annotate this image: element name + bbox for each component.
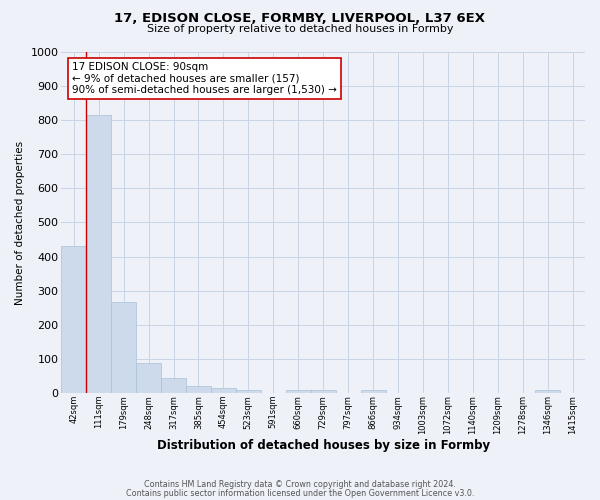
Bar bbox=[311, 390, 335, 394]
Bar bbox=[236, 390, 261, 394]
Bar bbox=[361, 390, 386, 394]
Bar bbox=[136, 362, 161, 394]
Text: Contains HM Land Registry data © Crown copyright and database right 2024.: Contains HM Land Registry data © Crown c… bbox=[144, 480, 456, 489]
Text: Size of property relative to detached houses in Formby: Size of property relative to detached ho… bbox=[147, 24, 453, 34]
Bar bbox=[186, 386, 211, 394]
Bar bbox=[286, 390, 311, 394]
Bar bbox=[61, 246, 86, 394]
X-axis label: Distribution of detached houses by size in Formby: Distribution of detached houses by size … bbox=[157, 440, 490, 452]
Bar bbox=[211, 388, 236, 394]
Bar bbox=[111, 302, 136, 394]
Y-axis label: Number of detached properties: Number of detached properties bbox=[15, 140, 25, 304]
Bar bbox=[535, 390, 560, 394]
Text: Contains public sector information licensed under the Open Government Licence v3: Contains public sector information licen… bbox=[126, 488, 474, 498]
Bar bbox=[161, 378, 186, 394]
Bar bbox=[86, 115, 111, 394]
Text: 17, EDISON CLOSE, FORMBY, LIVERPOOL, L37 6EX: 17, EDISON CLOSE, FORMBY, LIVERPOOL, L37… bbox=[115, 12, 485, 26]
Text: 17 EDISON CLOSE: 90sqm
← 9% of detached houses are smaller (157)
90% of semi-det: 17 EDISON CLOSE: 90sqm ← 9% of detached … bbox=[72, 62, 337, 95]
